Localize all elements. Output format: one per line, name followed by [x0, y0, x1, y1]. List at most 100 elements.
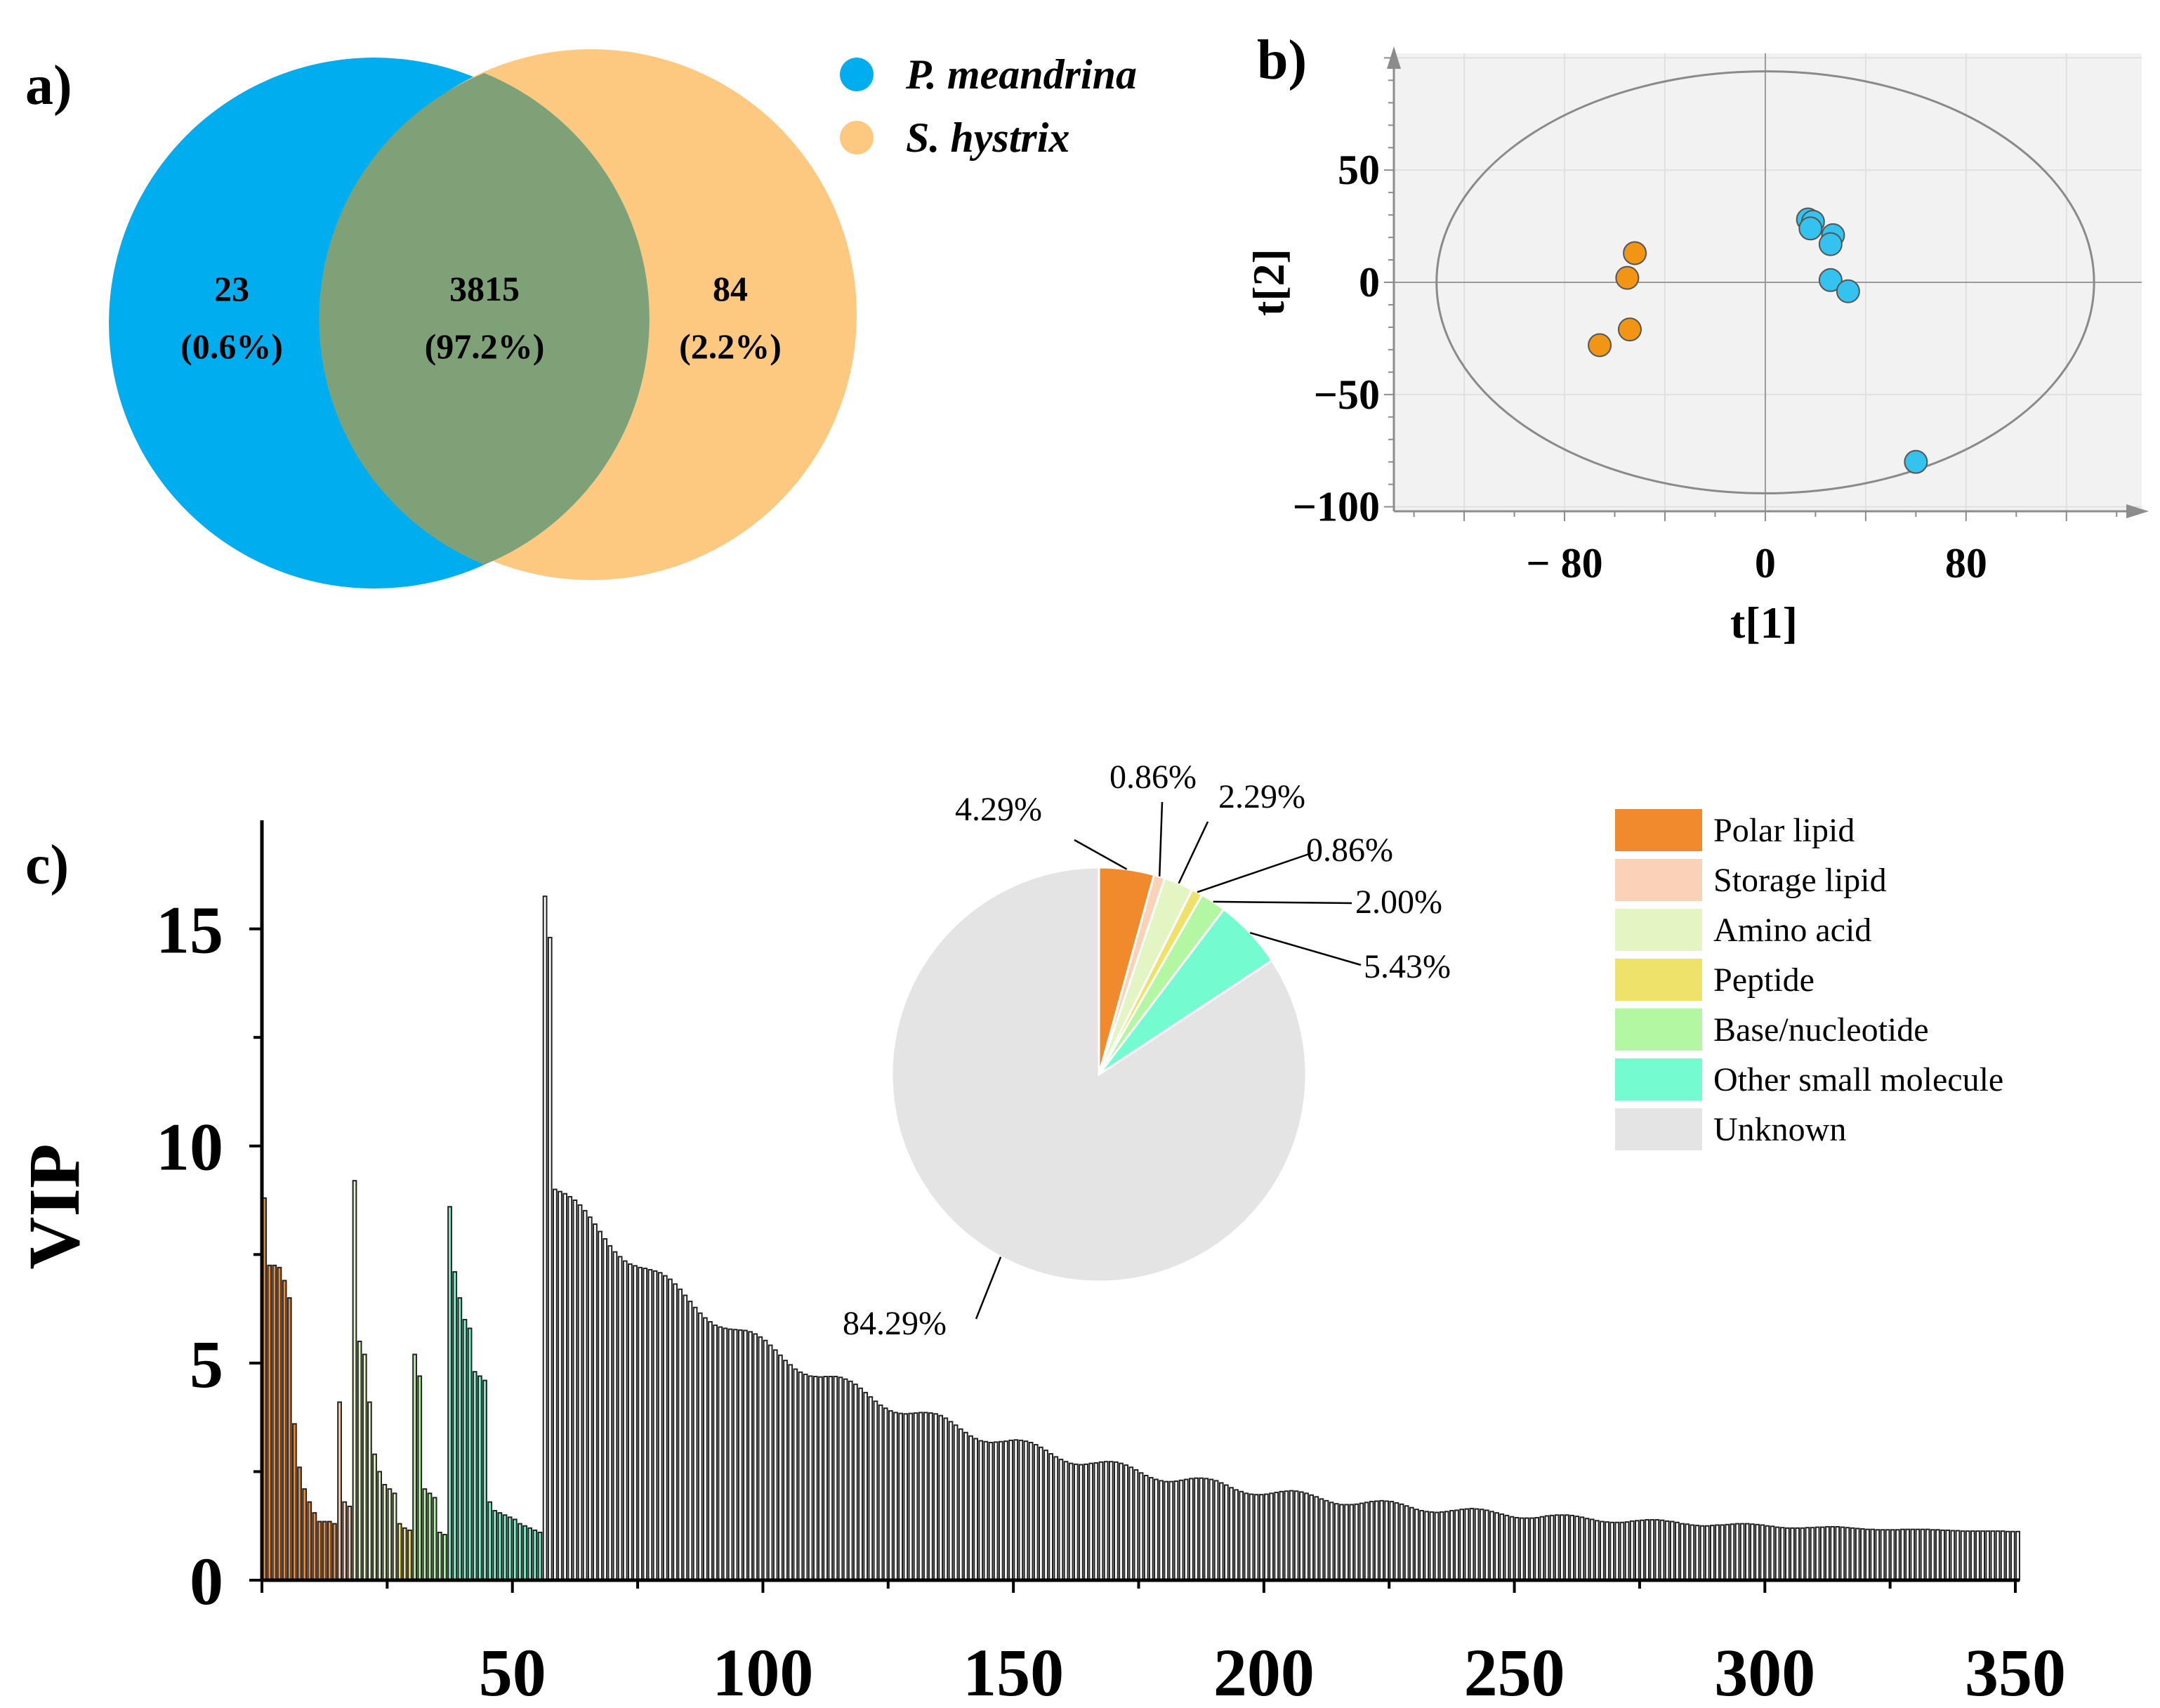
pie-percent-label: 0.86% — [1109, 758, 1197, 796]
y-tick-label: 5 — [190, 1327, 223, 1402]
vip-bar-unknown — [748, 1331, 753, 1581]
vip-bar-unknown — [1605, 1521, 1609, 1581]
vip-bar-polar-lipid — [327, 1520, 332, 1582]
vip-bar-unknown — [1945, 1529, 1951, 1582]
vip-bar-unknown — [1098, 1461, 1104, 1581]
vip-bar-unknown — [1819, 1526, 1825, 1581]
vip-bar-unknown — [727, 1328, 733, 1581]
vip-bar-unknown — [1084, 1463, 1088, 1582]
vip-bar-unknown — [883, 1407, 888, 1581]
vip-bar-unknown — [1755, 1523, 1760, 1581]
vip-bar-unknown — [582, 1209, 588, 1581]
vip-bar-unknown — [1504, 1514, 1510, 1582]
vip-bar-unknown — [1739, 1523, 1745, 1581]
vip-bar-unknown — [1865, 1528, 1870, 1582]
vip-bar-amino-acid — [362, 1353, 367, 1582]
vip-bar-unknown — [1850, 1527, 1855, 1581]
vip-bar-polar-lipid — [317, 1520, 322, 1582]
score-plot-axes — [1384, 46, 2149, 521]
vip-bar-unknown — [1514, 1516, 1520, 1581]
vip-bar-unknown — [607, 1244, 613, 1582]
vip-bar-unknown — [1840, 1526, 1845, 1581]
legend-swatch-unknown — [1615, 1108, 1702, 1150]
legend-swatch-peptide — [1615, 959, 1702, 1001]
vip-bar-storage-lipid — [337, 1401, 342, 1581]
vip-bar-unknown — [1975, 1530, 1980, 1582]
vip-bar-unknown — [743, 1329, 748, 1581]
vip-bar-other-small-molecule — [452, 1271, 458, 1581]
score-point-p-meandrina — [1798, 216, 1823, 241]
vip-bar-unknown — [1664, 1520, 1670, 1581]
vip-bar-unknown — [1234, 1489, 1239, 1581]
vip-bar-unknown — [713, 1325, 718, 1581]
vip-bar-unknown — [1194, 1477, 1199, 1582]
vip-bar-peptide — [402, 1527, 407, 1581]
vip-bar-unknown — [833, 1376, 838, 1582]
vip-bar-unknown — [938, 1414, 944, 1581]
venn-left-count: 23 — [214, 269, 249, 308]
vip-bar-other-small-molecule — [537, 1531, 543, 1581]
legend-swatch-other-small-molecule — [1615, 1058, 1702, 1101]
venn-legend: P. meandrina S. hystrix — [840, 51, 1137, 161]
vip-bar-unknown — [1915, 1528, 1921, 1582]
vip-bar-unknown — [1489, 1511, 1494, 1581]
vip-bar-unknown — [1985, 1530, 1991, 1582]
vip-bar-unknown — [1554, 1514, 1560, 1581]
vip-bar-unknown — [803, 1373, 808, 1582]
vip-bar-unknown — [1565, 1514, 1569, 1581]
vip-bar-unknown — [903, 1413, 909, 1581]
vip-bar-unknown — [1725, 1523, 1730, 1581]
x-tick-label: 80 — [1945, 540, 1987, 586]
vip-bar-unknown — [1694, 1525, 1700, 1581]
vip-bar-unknown — [638, 1266, 643, 1581]
vip-bar-unknown — [1143, 1474, 1149, 1582]
vip-bar-unknown — [1223, 1484, 1229, 1582]
vip-bar-unknown — [673, 1283, 678, 1581]
vip-bar-polar-lipid — [287, 1297, 292, 1581]
x-tick-label: − 80 — [1526, 540, 1602, 586]
vip-bar-unknown — [1479, 1509, 1484, 1582]
vip-bar-unknown — [678, 1288, 683, 1581]
vip-bar-unknown — [1519, 1517, 1524, 1582]
x-tick-label: 100 — [712, 1635, 813, 1708]
vip-bar-unknown — [993, 1441, 999, 1582]
panel-label-c: c) — [25, 834, 69, 896]
vip-bar-unknown — [1354, 1503, 1359, 1582]
vip-bar-other-small-molecule — [487, 1501, 492, 1581]
vip-bar-unknown — [963, 1431, 968, 1581]
vip-bar-base-nucleotide — [422, 1488, 428, 1581]
vip-bar-unknown — [1128, 1466, 1134, 1581]
vip-bar-unknown — [1744, 1523, 1750, 1581]
vip-bar-unknown — [1549, 1514, 1555, 1582]
x-axis-title-t1: t[1] — [1730, 598, 1798, 648]
vip-bar-unknown — [2010, 1530, 2015, 1581]
vip-bar-unknown — [562, 1193, 567, 1581]
vip-bar-unknown — [863, 1391, 869, 1581]
vip-bar-unknown — [1189, 1478, 1194, 1581]
vip-bar-unknown — [1309, 1494, 1315, 1581]
vip-bar-unknown — [668, 1278, 673, 1581]
vip-bar-unknown — [1218, 1482, 1224, 1581]
vip-bar-unknown — [1624, 1521, 1630, 1581]
vip-bar-unknown — [1539, 1516, 1545, 1581]
vip-panel: c) 50 100 150 200 250 300 350 0 5 10 15 VIP 4.29% 0… — [14, 758, 2066, 1708]
vip-bar-other-small-molecule — [518, 1523, 522, 1581]
vip-bar-unknown — [1183, 1478, 1189, 1581]
vip-bar-unknown — [708, 1321, 713, 1581]
vip-bar-unknown — [1614, 1521, 1620, 1582]
vip-bar-unknown — [1760, 1524, 1765, 1582]
vip-bar-unknown — [913, 1412, 918, 1581]
hotelling-ellipse — [1435, 70, 2095, 494]
vip-bar-unknown — [1329, 1502, 1334, 1582]
vip-bar-unknown — [812, 1376, 818, 1582]
vip-bar-unknown — [1088, 1462, 1094, 1582]
y-tick-label: 15 — [156, 893, 223, 968]
vip-bar-polar-lipid — [272, 1264, 277, 1581]
vip-bar-unknown — [1474, 1508, 1480, 1581]
vip-bar-unknown — [978, 1440, 984, 1581]
pie-percent-label: 0.86% — [1306, 832, 1393, 869]
vip-bar-other-small-molecule — [482, 1379, 487, 1582]
vip-bar-unknown — [1168, 1480, 1174, 1582]
vip-bar-unknown — [1645, 1519, 1649, 1582]
